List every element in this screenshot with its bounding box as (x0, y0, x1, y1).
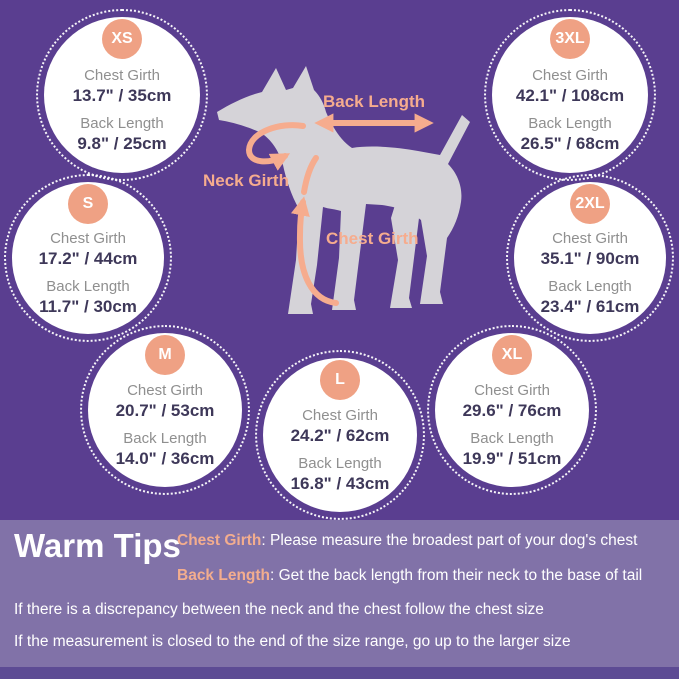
back-length-value: 16.8" / 43cm (290, 474, 390, 493)
chest-girth-label: Chest Girth (302, 407, 378, 424)
tip-text: : Please measure the broadest part of yo… (261, 532, 638, 549)
chest-girth-value: 13.7" / 35cm (72, 86, 172, 105)
size-badge-3xl: 3XL (550, 19, 590, 59)
tip-back-length: Back Length: Get the back length from th… (177, 567, 642, 585)
size-circle-3xl: 3XL Chest Girth 42.1" / 108cm Back Lengt… (484, 9, 656, 181)
back-length-label: Back Length (46, 278, 130, 295)
tip-term: Back Length (177, 567, 271, 584)
back-length-value: 26.5" / 68cm (520, 134, 620, 153)
size-badge-xl: XL (492, 335, 532, 375)
tip-term: Chest Girth (177, 532, 262, 549)
back-length-diagram-label: Back Length (322, 92, 426, 111)
back-length-label: Back Length (298, 455, 382, 472)
note-discrepancy: If there is a discrepancy between the ne… (14, 601, 544, 618)
back-length-label: Back Length (528, 115, 612, 132)
chest-girth-label: Chest Girth (50, 230, 126, 247)
size-circle-l: L Chest Girth 24.2" / 62cm Back Length 1… (255, 350, 425, 520)
back-length-value: 19.9" / 51cm (462, 449, 562, 468)
size-circle-s: S Chest Girth 17.2" / 44cm Back Length 1… (4, 174, 172, 342)
chest-girth-value: 35.1" / 90cm (540, 249, 640, 268)
warm-tips-panel (0, 520, 679, 667)
warm-tips-title: Warm Tips (14, 527, 181, 564)
dog-silhouette (217, 66, 470, 314)
chest-girth-arrow (290, 196, 339, 306)
size-badge-2xl: 2XL (570, 184, 610, 224)
back-length-value: 11.7" / 30cm (39, 297, 137, 316)
size-circle-m: M Chest Girth 20.7" / 53cm Back Length 1… (80, 325, 250, 495)
chest-girth-value: 17.2" / 44cm (38, 249, 138, 268)
chest-girth-value: 29.6" / 76cm (462, 401, 562, 420)
chest-girth-value: 42.1" / 108cm (515, 86, 625, 105)
chest-girth-diagram-label: Chest Girth (326, 229, 419, 248)
chest-girth-value: 24.2" / 62cm (290, 426, 390, 445)
back-length-label: Back Length (123, 430, 207, 447)
neck-girth-arrow (245, 122, 306, 171)
chest-girth-label: Chest Girth (474, 382, 550, 399)
size-circle-xl: XL Chest Girth 29.6" / 76cm Back Length … (427, 325, 597, 495)
size-badge-s: S (68, 184, 108, 224)
chest-girth-label: Chest Girth (552, 230, 628, 247)
note-size-range: If the measurement is closed to the end … (14, 633, 571, 650)
back-length-label: Back Length (548, 278, 632, 295)
neck-girth-diagram-label: Neck Girth (203, 171, 289, 190)
back-length-value: 14.0" / 36cm (115, 449, 215, 468)
chest-girth-label: Chest Girth (84, 67, 160, 84)
size-circle-xs: XS Chest Girth 13.7" / 35cm Back Length … (36, 9, 208, 181)
size-badge-l: L (320, 360, 360, 400)
back-length-label: Back Length (80, 115, 164, 132)
back-length-value: 9.8" / 25cm (77, 134, 167, 153)
size-badge-m: M (145, 335, 185, 375)
size-badge-xs: XS (102, 19, 142, 59)
back-length-label: Back Length (470, 430, 554, 447)
size-circle-2xl: 2XL Chest Girth 35.1" / 90cm Back Length… (506, 174, 674, 342)
tip-text: : Get the back length from their neck to… (270, 567, 643, 584)
chest-girth-label: Chest Girth (532, 67, 608, 84)
back-length-value: 23.4" / 61cm (540, 297, 640, 316)
tip-chest-girth: Chest Girth: Please measure the broadest… (177, 532, 637, 550)
chest-girth-label: Chest Girth (127, 382, 203, 399)
chest-girth-value: 20.7" / 53cm (115, 401, 215, 420)
bottom-strip (0, 667, 679, 679)
